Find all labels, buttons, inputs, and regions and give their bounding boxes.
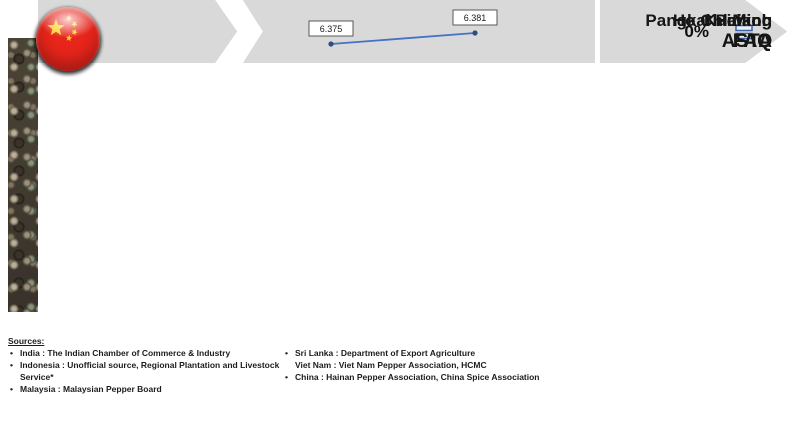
source-grade: FAQ: [732, 30, 772, 52]
april-value-box: [452, 9, 498, 26]
source-name: Pangkal Pinang: [645, 10, 772, 30]
footnotes-title: Sources:: [8, 336, 45, 346]
bullet-icon: •: [10, 348, 13, 358]
list-item: • India : The Indian Chamber of Commerce …: [8, 347, 283, 359]
bullet-icon: •: [10, 384, 13, 394]
march-value: 6.375: [320, 24, 343, 34]
april-point: [472, 30, 478, 36]
source-label: Ho Chi Minh FAQ: [100, 11, 772, 53]
footnote-text: Sri Lanka : Department of Export Agricul…: [295, 348, 476, 358]
china-flag-icon: [36, 7, 100, 71]
list-item: • Malaysia : Malaysian Pepper Board: [8, 383, 283, 395]
march-point: [328, 41, 334, 47]
list-item: Viet Nam : Viet Nam Pepper Association, …: [283, 359, 583, 371]
footnotes-right-column: • Sri Lanka : Department of Export Agricu…: [283, 347, 583, 395]
trend-minichart: 6.375 6.381: [308, 9, 498, 47]
footnote-text: Malaysia : Malaysian Pepper Board: [20, 384, 162, 394]
table-row: Haikou FAQ 6.375 6.381 0%: [0, 0, 800, 71]
source-name: Haikou: [715, 10, 772, 30]
bullet-icon: [283, 359, 295, 371]
equals-icon: [733, 21, 755, 43]
source-grade: FAQ: [732, 30, 772, 52]
footnotes: Sources: • India : The Indian Chamber of …: [8, 336, 792, 395]
source-label: Pangkal Pinang FAQ: [100, 11, 772, 53]
source-name: Ho Chi Minh: [672, 10, 772, 30]
bullet-icon: •: [285, 348, 288, 358]
source-label: Kuching ASTA: [100, 11, 772, 53]
change-panel: 0%: [600, 0, 787, 63]
peppercorn-photo-strip: [8, 38, 38, 312]
list-item: • Indonesia : Unofficial source, Regional…: [8, 359, 283, 383]
source-label: Haikou FAQ: [100, 11, 772, 53]
trend-line: [330, 32, 476, 45]
trend-chart-panel: 6.375 6.381: [243, 0, 595, 63]
bullet-icon: •: [10, 360, 13, 370]
source-name: Kuching: [704, 10, 772, 30]
footnote-text: China : Hainan Pepper Association, China…: [295, 372, 540, 382]
footnote-text: Viet Nam : Viet Nam Pepper Association, …: [295, 360, 487, 370]
footnotes-left-column: • India : The Indian Chamber of Commerce …: [8, 347, 283, 395]
footnote-text: India : The Indian Chamber of Commerce &…: [20, 348, 231, 358]
footnote-text: Indonesia : Unofficial source, Regional …: [20, 360, 280, 382]
bullet-icon: •: [285, 372, 288, 382]
list-item: • Sri Lanka : Department of Export Agricu…: [283, 347, 583, 359]
list-item: • China : Hainan Pepper Association, Chin…: [283, 371, 583, 383]
march-value-box: [308, 20, 354, 37]
source-grade: FAQ: [732, 30, 772, 52]
april-value: 6.381: [464, 13, 487, 23]
source-grade: ASTA: [721, 30, 772, 52]
percent-change-value: 0%: [684, 21, 709, 41]
